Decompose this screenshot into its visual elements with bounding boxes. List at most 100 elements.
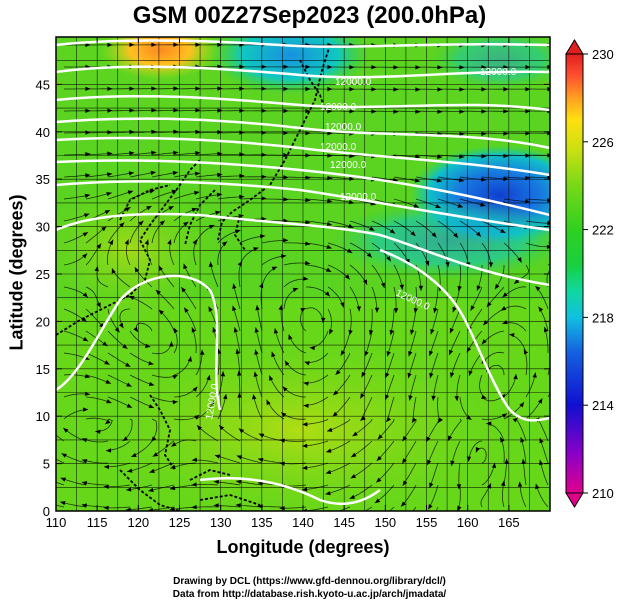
y-tick-label: 10	[36, 409, 50, 424]
y-axis-label: Latitude (degrees)	[6, 194, 27, 351]
wind-arrowhead	[349, 153, 355, 159]
wind-arrowhead	[456, 484, 462, 490]
wind-arrowhead	[327, 175, 333, 181]
wind-arrowhead	[82, 232, 88, 237]
wind-arrowhead	[368, 329, 374, 336]
wind-arrowhead	[512, 417, 518, 423]
wind-arrowhead	[214, 454, 221, 459]
wind-arrowhead	[148, 487, 154, 493]
wind-arrowhead	[236, 455, 243, 460]
colorbar-tick-label: 218	[592, 310, 614, 325]
wind-arrowhead	[393, 308, 399, 314]
wind-arrowhead	[266, 399, 271, 406]
wind-arrowhead	[85, 173, 91, 178]
map-title: GSM 00Z27Sep2023 (200.0hPa)	[132, 2, 487, 29]
x-tick-label: 120	[127, 515, 149, 530]
wind-arrowhead	[233, 327, 239, 333]
wind-arrowhead	[253, 371, 258, 377]
wind-arrowhead	[481, 394, 487, 399]
wind-arrowhead	[107, 151, 113, 156]
wind-arrowhead	[184, 307, 189, 313]
wind-arrowhead	[281, 254, 287, 259]
wind-arrowhead	[235, 348, 240, 355]
wind-arrowhead	[126, 382, 132, 387]
wind-arrowhead	[119, 222, 125, 228]
wind-arrowhead	[278, 304, 283, 311]
wind-arrowhead	[466, 456, 472, 462]
wind-arrowhead	[148, 381, 155, 387]
wind-arrowhead	[292, 287, 299, 292]
wind-arrowhead	[150, 170, 156, 176]
wind-arrowhead	[503, 131, 509, 136]
wind-arrowhead	[283, 64, 289, 70]
wind-arrowhead	[360, 393, 365, 399]
wind-arrowhead	[525, 176, 531, 181]
wind-arrowhead	[192, 239, 197, 245]
wind-arrowhead	[283, 86, 289, 92]
wind-arrowhead	[237, 370, 242, 376]
wind-arrowhead	[283, 130, 289, 136]
streamline	[56, 458, 65, 464]
wind-arrowhead	[539, 459, 544, 466]
wind-arrowhead	[85, 151, 91, 157]
wind-arrowhead	[215, 210, 221, 215]
wind-arrowhead	[105, 379, 111, 384]
wind-arrowhead	[321, 317, 326, 323]
wind-arrowhead	[389, 228, 396, 234]
wind-arrowhead	[147, 507, 154, 511]
wind-arrowhead	[435, 203, 441, 209]
wind-arrowhead	[282, 386, 288, 392]
wind-arrowhead	[351, 452, 357, 458]
x-tick-label: 160	[457, 515, 479, 530]
wind-arrowhead	[349, 176, 355, 181]
y-axis-ticks: 0 5 10 15 20 25 30 35 40 45	[36, 77, 550, 519]
wind-arrowhead	[340, 302, 345, 308]
wind-arrowhead	[133, 326, 138, 333]
wind-arrowhead	[195, 86, 201, 91]
wind-arrowhead	[327, 86, 333, 92]
wind-arrowhead	[63, 427, 69, 433]
wind-arrowhead	[238, 213, 244, 219]
wind-arrowhead	[481, 131, 487, 136]
colorbar-tick-label: 210	[592, 486, 614, 501]
wind-arrows	[60, 42, 565, 511]
wind-arrowhead	[85, 86, 91, 92]
wind-arrowhead	[537, 398, 543, 404]
wind-arrowhead	[273, 328, 279, 334]
wind-arrowhead	[303, 276, 309, 281]
wind-arrowhead	[221, 241, 228, 247]
wind-arrowhead	[450, 460, 455, 466]
wind-arrowhead	[415, 109, 421, 114]
wind-arrowhead	[486, 301, 492, 307]
wind-arrowhead	[149, 189, 155, 194]
wind-arrowhead	[254, 349, 259, 355]
wind-arrowhead	[220, 371, 226, 377]
wind-arrowhead	[488, 262, 494, 268]
wind-arrowhead	[457, 505, 462, 511]
wind-arrowhead	[151, 42, 157, 48]
wind-arrowhead	[521, 458, 526, 465]
wind-arrowhead	[431, 395, 436, 401]
wind-arrowhead	[500, 480, 506, 487]
wind-arrowhead	[107, 42, 113, 48]
wind-arrowhead	[151, 86, 157, 91]
wind-arrowhead	[459, 109, 465, 114]
x-tick-label: 115	[87, 515, 108, 530]
wind-arrowhead	[377, 434, 383, 440]
wind-arrowhead	[279, 506, 285, 511]
wind-arrowhead	[539, 437, 544, 444]
wind-arrowhead	[258, 457, 264, 463]
wind-arrowhead	[551, 263, 558, 269]
wind-arrowhead	[105, 419, 111, 425]
wind-arrowhead	[376, 477, 382, 483]
wind-arrowhead	[84, 193, 91, 199]
wind-arrowhead	[475, 231, 482, 237]
wind-arrowhead	[523, 349, 529, 355]
wind-arrowhead	[335, 369, 341, 375]
wind-arrowhead	[559, 396, 565, 403]
wind-arrowhead	[538, 306, 544, 312]
wind-arrowhead	[138, 220, 144, 226]
wind-arrowhead	[393, 87, 399, 92]
wind-arrowhead	[349, 64, 355, 70]
credit-data: Data from http://database.rish.kyoto-u.a…	[172, 589, 447, 600]
